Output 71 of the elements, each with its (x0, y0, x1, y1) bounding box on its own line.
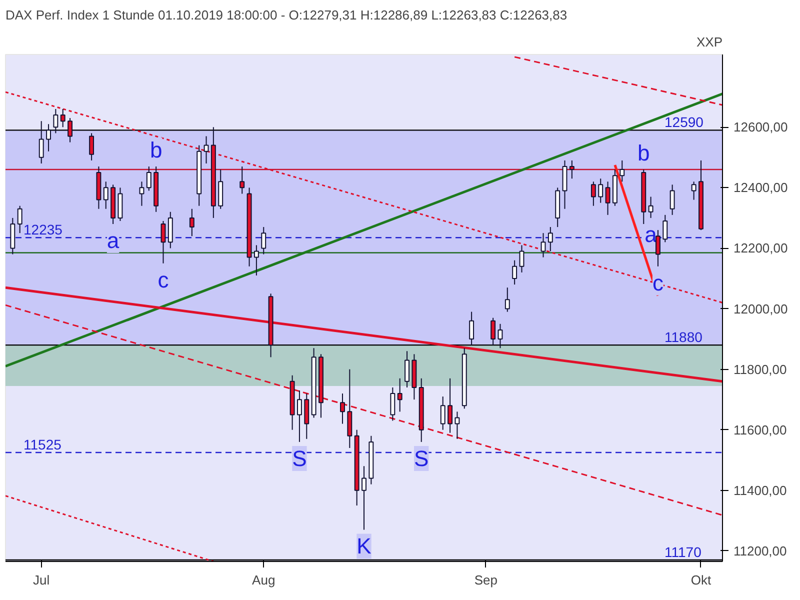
candlestick (448, 378, 453, 434)
annotation: S (414, 446, 429, 471)
candlestick (89, 132, 94, 161)
annotation: a (644, 222, 658, 247)
candlestick (397, 378, 402, 412)
chart-title: DAX Perf. Index 1 Stunde 01.10.2019 18:00:00 - O:12279,31 H:12286,89 L:12263,83 C:12263,83 (6, 8, 568, 22)
candlestick (17, 205, 22, 234)
x-tick-label: Aug (252, 572, 276, 588)
annotation: c (158, 267, 169, 292)
candlestick (340, 393, 345, 424)
ref-line-label: 11525 (24, 436, 62, 453)
candlestick (53, 108, 58, 134)
ref-line-label: 12235 (24, 222, 63, 238)
candlestick (498, 323, 503, 349)
candlestick (404, 350, 410, 388)
candlestick (605, 181, 610, 216)
candlestick (469, 311, 474, 346)
candlestick (103, 181, 108, 210)
candlestick (512, 260, 518, 286)
candlestick (139, 181, 144, 206)
annotation: K (356, 534, 372, 559)
candlestick (691, 181, 696, 200)
candlestick (656, 230, 660, 267)
x-tick-label: Jul (33, 572, 50, 588)
candlestick (38, 120, 44, 164)
annotation: b (150, 137, 162, 162)
candlestick (390, 386, 396, 422)
y-tick-label: 12200,00 (734, 240, 788, 256)
candlestick (362, 466, 366, 530)
annotation: a (106, 228, 120, 254)
y-tick-label: 12400,00 (734, 180, 788, 196)
candlestick (548, 226, 553, 252)
candlestick (670, 184, 675, 216)
candlestick (146, 166, 152, 192)
annotation: b (638, 140, 650, 166)
candlestick (60, 108, 66, 128)
candlestick (598, 178, 604, 204)
y-tick-label: 11400,00 (734, 482, 787, 498)
annotation: c (652, 270, 664, 296)
candlestick (519, 244, 524, 273)
ref-line-label: 11170 (664, 544, 702, 560)
y-tick-label: 11800,00 (734, 362, 787, 377)
candlestick (648, 196, 654, 218)
candlestick (240, 166, 245, 194)
y-tick-label: 11600,00 (734, 422, 787, 438)
candlestick (440, 396, 446, 430)
candlestick (490, 317, 496, 346)
ref-line-label: 11880 (664, 329, 703, 346)
candlestick (189, 208, 194, 237)
x-tick-label: Okt (690, 572, 712, 588)
x-tick-label: Sep (474, 572, 498, 588)
candlestick (454, 411, 460, 440)
candlestick (46, 124, 51, 152)
candlestick (620, 160, 625, 182)
candlestick (160, 220, 166, 264)
ref-line-label: 12590 (664, 114, 704, 130)
text: XXP (696, 34, 723, 50)
candlestick (254, 244, 259, 276)
candlestick (297, 390, 302, 442)
candlestick (68, 118, 72, 143)
candlestick (569, 160, 574, 180)
candlestick (204, 136, 209, 164)
y-tick-label: 11200,00 (734, 543, 787, 558)
y-tick-label: 12000,00 (734, 301, 788, 316)
candlestick (662, 214, 668, 243)
candlestick (261, 226, 266, 255)
y-tick-label: 12600,00 (734, 120, 788, 135)
annotation: S (292, 446, 307, 471)
candlestick (540, 232, 546, 258)
candlestick (590, 181, 596, 206)
candlestick (504, 287, 510, 312)
